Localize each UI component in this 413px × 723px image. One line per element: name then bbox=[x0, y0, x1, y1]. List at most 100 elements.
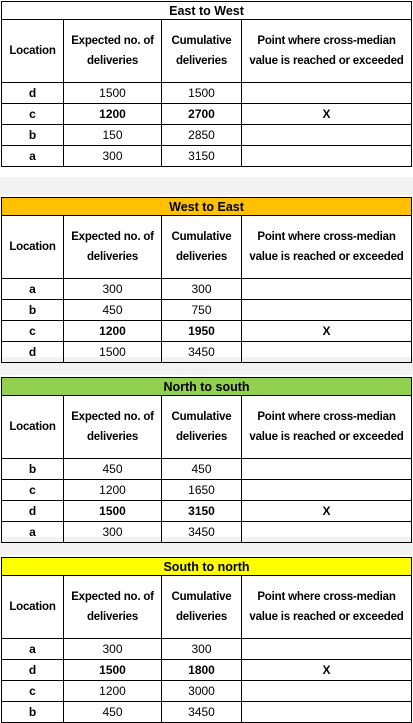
cumulative-cell: 3450 bbox=[161, 521, 242, 543]
cumulative-cell: 750 bbox=[161, 299, 242, 321]
cumulative-cell: 2850 bbox=[161, 124, 242, 146]
table-title: West to East bbox=[0, 197, 413, 216]
table-row: d 1500 1800 X bbox=[1, 659, 413, 681]
expected-cell: 450 bbox=[63, 458, 162, 480]
location-cell: b bbox=[1, 299, 64, 321]
column-header: Point where cross-median value is reache… bbox=[240, 395, 413, 459]
cumulative-cell: 3450 bbox=[161, 341, 242, 363]
header-row: Location Expected no. of deliveries Cumula… bbox=[1, 19, 413, 83]
cumulative-cell: 1800 bbox=[161, 659, 242, 681]
location-cell: b bbox=[1, 458, 64, 480]
cumulative-cell: 1500 bbox=[161, 82, 242, 104]
delivery-table: East to West Location Expected no. of deli… bbox=[0, 1, 413, 167]
column-header: Expected no. of deliveries bbox=[63, 19, 162, 83]
cumulative-cell: 3000 bbox=[161, 680, 242, 702]
median-mark-cell bbox=[240, 82, 413, 104]
location-cell: c bbox=[1, 320, 64, 342]
delivery-table: West to East Location Expected no. of deli… bbox=[0, 197, 413, 363]
delivery-table-block: East to West Location Expected no. of deli… bbox=[0, 1, 413, 167]
cumulative-cell: 2700 bbox=[161, 103, 242, 125]
table-row: d 1500 3150 X bbox=[1, 500, 413, 522]
table-row: d 1500 3450 bbox=[1, 341, 413, 363]
table-row: b 150 2850 bbox=[1, 124, 413, 146]
cumulative-cell: 1950 bbox=[161, 320, 242, 342]
table-row: c 1200 1650 bbox=[1, 479, 413, 501]
expected-cell: 1500 bbox=[63, 341, 162, 363]
delivery-table: South to north Location Expected no. of de… bbox=[0, 557, 413, 723]
table-row: a 300 300 bbox=[1, 278, 413, 300]
location-cell: b bbox=[1, 701, 64, 723]
median-mark-cell bbox=[240, 299, 413, 321]
header-row: Location Expected no. of deliveries Cumula… bbox=[1, 215, 413, 279]
expected-cell: 1500 bbox=[63, 500, 162, 522]
delivery-table-block: South to north Location Expected no. of de… bbox=[0, 557, 413, 723]
location-cell: d bbox=[1, 500, 64, 522]
expected-cell: 1200 bbox=[63, 479, 162, 501]
column-header: Point where cross-median value is reache… bbox=[240, 575, 413, 639]
location-cell: a bbox=[1, 278, 64, 300]
expected-cell: 300 bbox=[63, 521, 162, 543]
table-row: d 1500 1500 bbox=[1, 82, 413, 104]
table-row: b 450 750 bbox=[1, 299, 413, 321]
spacer bbox=[0, 177, 413, 195]
delivery-table: North to south Location Expected no. of de… bbox=[0, 377, 413, 543]
column-header: Expected no. of deliveries bbox=[63, 395, 162, 459]
location-cell: c bbox=[1, 680, 64, 702]
table-row: b 450 3450 bbox=[1, 701, 413, 723]
cumulative-cell: 1650 bbox=[161, 479, 242, 501]
column-header: Location bbox=[1, 395, 64, 459]
expected-cell: 300 bbox=[63, 278, 162, 300]
table-row: c 1200 2700 X bbox=[1, 103, 413, 125]
expected-cell: 1200 bbox=[63, 103, 162, 125]
table-row: a 300 3450 bbox=[1, 521, 413, 543]
median-mark-cell bbox=[240, 458, 413, 480]
expected-cell: 450 bbox=[63, 701, 162, 723]
median-mark-cell bbox=[240, 124, 413, 146]
median-mark-cell bbox=[240, 638, 413, 660]
column-header: Expected no. of deliveries bbox=[63, 215, 162, 279]
column-header: Cumulative deliveries bbox=[161, 395, 242, 459]
expected-cell: 450 bbox=[63, 299, 162, 321]
cumulative-cell: 3150 bbox=[161, 145, 242, 167]
column-header: Cumulative deliveries bbox=[161, 19, 242, 83]
cumulative-cell: 3150 bbox=[161, 500, 242, 522]
location-cell: c bbox=[1, 479, 64, 501]
table-row: a 300 3150 bbox=[1, 145, 413, 167]
column-header: Point where cross-median value is reache… bbox=[240, 19, 413, 83]
expected-cell: 1500 bbox=[63, 659, 162, 681]
header-row: Location Expected no. of deliveries Cumula… bbox=[1, 575, 413, 639]
location-cell: a bbox=[1, 145, 64, 167]
table-row: c 1200 1950 X bbox=[1, 320, 413, 342]
column-header: Location bbox=[1, 19, 64, 83]
table-title: South to north bbox=[0, 557, 413, 576]
median-mark-cell bbox=[240, 521, 413, 543]
expected-cell: 1200 bbox=[63, 680, 162, 702]
location-cell: d bbox=[1, 659, 64, 681]
location-cell: a bbox=[1, 521, 64, 543]
median-mark-cell: X bbox=[240, 320, 413, 342]
location-cell: a bbox=[1, 638, 64, 660]
location-cell: d bbox=[1, 82, 64, 104]
median-mark-cell bbox=[240, 341, 413, 363]
expected-cell: 300 bbox=[63, 638, 162, 660]
table-row: a 300 300 bbox=[1, 638, 413, 660]
location-cell: c bbox=[1, 103, 64, 125]
column-header: Cumulative deliveries bbox=[161, 575, 242, 639]
median-mark-cell bbox=[240, 680, 413, 702]
column-header: Location bbox=[1, 215, 64, 279]
delivery-table-block: West to East Location Expected no. of deli… bbox=[0, 197, 413, 363]
median-mark-cell: X bbox=[240, 659, 413, 681]
column-header: Cumulative deliveries bbox=[161, 215, 242, 279]
column-header: Expected no. of deliveries bbox=[63, 575, 162, 639]
table-row: b 450 450 bbox=[1, 458, 413, 480]
cumulative-cell: 450 bbox=[161, 458, 242, 480]
median-mark-cell bbox=[240, 701, 413, 723]
delivery-table-block: North to south Location Expected no. of de… bbox=[0, 377, 413, 543]
median-mark-cell bbox=[240, 278, 413, 300]
median-mark-cell bbox=[240, 479, 413, 501]
cumulative-cell: 300 bbox=[161, 278, 242, 300]
cumulative-cell: 300 bbox=[161, 638, 242, 660]
location-cell: d bbox=[1, 341, 64, 363]
location-cell: b bbox=[1, 124, 64, 146]
table-row: c 1200 3000 bbox=[1, 680, 413, 702]
